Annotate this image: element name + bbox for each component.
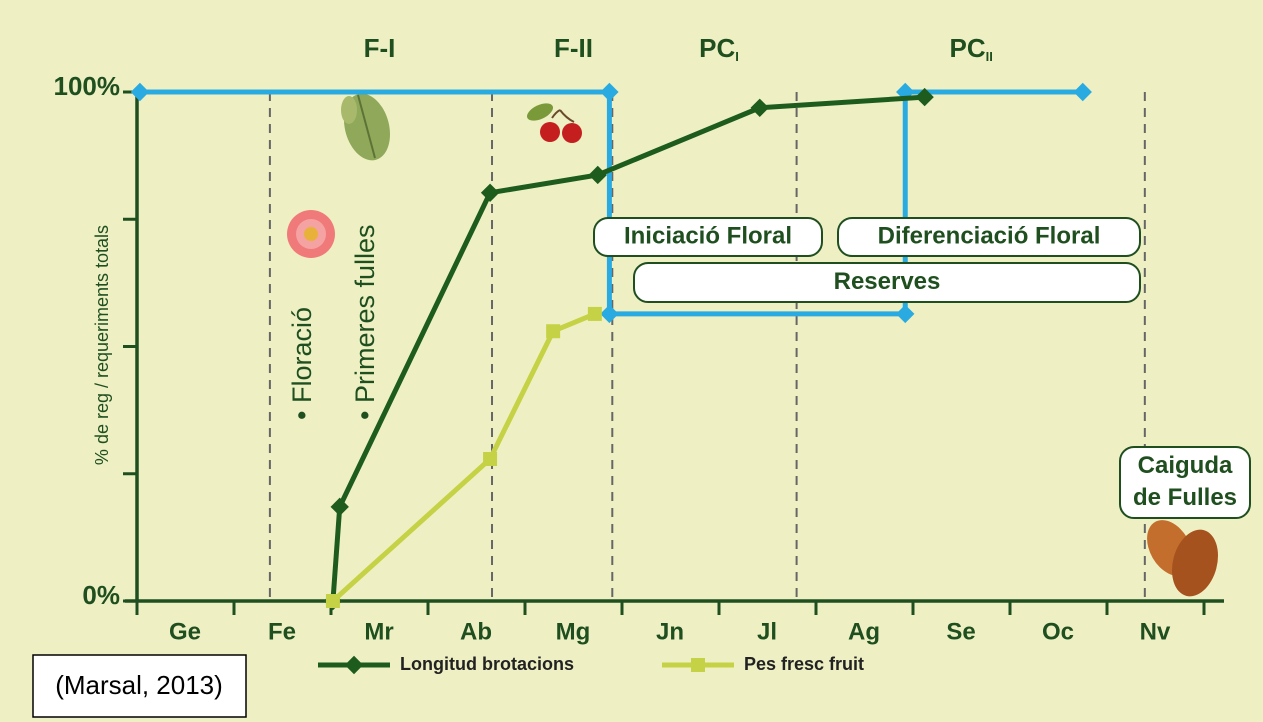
x-tick-label: Fe	[268, 618, 296, 645]
chart: % de reg / requeriments totals (Marsal, …	[0, 0, 1263, 722]
x-tick-label: Ab	[460, 618, 492, 645]
phase-label-main: PC	[699, 33, 735, 63]
phase-label-sub: I	[735, 49, 739, 64]
x-tick-label: Se	[946, 618, 975, 645]
phase-label-main: F-II	[554, 33, 593, 63]
annotation: • Floració	[287, 307, 317, 420]
x-tick-label: Jn	[656, 618, 684, 645]
phase-label-sub: II	[986, 49, 993, 64]
marker	[546, 324, 560, 338]
source: (Marsal, 2013)	[55, 670, 223, 700]
phase-label: F-II	[554, 33, 593, 63]
flower-icon	[287, 210, 335, 258]
legend-label: Pes fresc fruit	[744, 654, 864, 674]
x-tick-label: Mg	[556, 618, 591, 645]
phase-label-main: F-I	[364, 33, 396, 63]
background	[0, 0, 1263, 722]
y-tick-label: 100%	[54, 71, 121, 101]
annotation: • Primeres fulles	[350, 225, 380, 421]
x-tick-label: Jl	[757, 618, 777, 645]
legend-label: Longitud brotacions	[400, 654, 574, 674]
box-label: de Fulles	[1133, 484, 1237, 511]
y-tick-label: 0%	[82, 580, 120, 610]
x-tick-label: Ag	[848, 618, 880, 645]
phase-label: F-I	[364, 33, 396, 63]
box-label: Reserves	[834, 268, 941, 295]
phase-label: PCI	[699, 33, 739, 65]
marker	[326, 594, 340, 608]
page: {"chart_data": { "type": "line", "ylabel…	[0, 0, 1263, 722]
legend-marker	[691, 658, 705, 672]
box-label: Caiguda	[1138, 452, 1233, 479]
box-label: Diferenciació Floral	[878, 222, 1101, 249]
phase-label-main: PC	[950, 33, 986, 63]
box-label: Iniciació Floral	[624, 222, 792, 249]
x-tick-label: Nv	[1140, 618, 1171, 645]
x-tick-label: Oc	[1042, 618, 1074, 645]
marker	[588, 307, 602, 321]
marker	[483, 452, 497, 466]
y-axis-label: % de reg / requeriments totals	[92, 225, 112, 465]
x-tick-label: Ge	[169, 618, 201, 645]
x-tick-label: Mr	[364, 618, 393, 645]
